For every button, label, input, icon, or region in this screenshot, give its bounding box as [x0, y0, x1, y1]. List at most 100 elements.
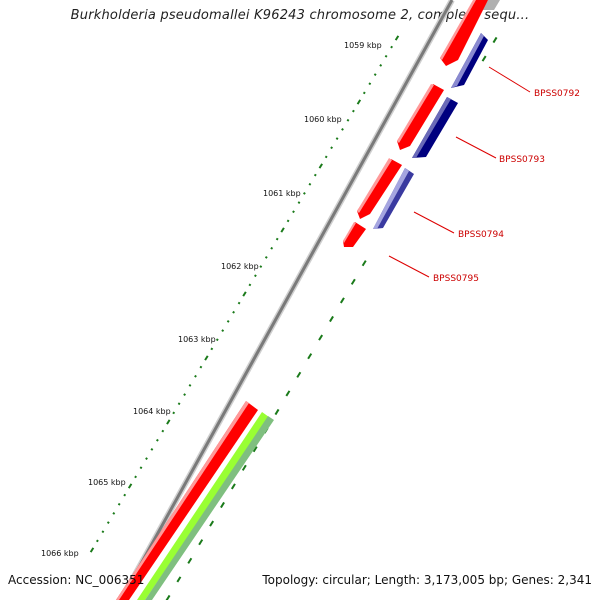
inner-tick	[492, 36, 498, 44]
backbone	[118, 0, 455, 600]
inner-tick	[318, 334, 324, 341]
minor-tick	[221, 329, 225, 332]
minor-tick	[210, 347, 214, 351]
minor-tick	[199, 365, 203, 369]
kbp-label-1062: 1062 kbp	[221, 262, 259, 271]
minor-tick	[368, 82, 372, 86]
minor-tick	[172, 411, 176, 415]
inner-tick	[329, 315, 334, 323]
gene-bpss0793-forward[interactable]	[397, 84, 444, 150]
inner-tick	[198, 539, 204, 546]
minor-tick	[117, 502, 121, 506]
inner-tick	[285, 390, 291, 397]
inner-tick	[165, 594, 171, 600]
gene-label-bpss0794[interactable]: BPSS0794	[458, 230, 504, 240]
scale-ticks	[89, 35, 498, 600]
minor-tick	[134, 475, 137, 479]
genome-summary-text: Topology: circular; Length: 3,173,005 bp…	[262, 573, 592, 587]
minor-tick	[96, 539, 99, 543]
minor-tick	[384, 54, 388, 58]
scale-labels: 1059 kbp 1060 kbp 1061 kbp 1062 kbp 1063…	[41, 41, 382, 558]
major-tick	[166, 419, 171, 425]
minor-tick	[156, 438, 159, 442]
inner-tick	[252, 446, 258, 453]
minor-tick	[324, 155, 328, 159]
kbp-label-1065: 1065 kbp	[88, 478, 126, 487]
gene-bpss0791-forward[interactable]	[440, 0, 488, 66]
major-tick	[356, 99, 362, 105]
minor-tick	[188, 384, 192, 387]
kbp-label-1061: 1061 kbp	[263, 189, 301, 198]
minor-tick	[123, 493, 127, 497]
minor-tick	[313, 173, 317, 177]
gene-bpss0795-forward[interactable]	[343, 222, 366, 247]
gene-cluster-bottom	[116, 401, 274, 600]
kbp-label-1059: 1059 kbp	[344, 41, 382, 50]
inner-tick	[187, 557, 193, 564]
minor-tick	[335, 137, 339, 140]
minor-tick	[237, 301, 241, 305]
major-tick	[242, 291, 247, 297]
minor-tick	[215, 338, 219, 342]
minor-tick	[177, 402, 181, 406]
inner-tick	[241, 464, 247, 471]
rna-lower[interactable]	[137, 412, 269, 600]
accession-text: Accession: NC_006351	[8, 573, 145, 587]
minor-tick	[259, 265, 263, 268]
gene-cluster-top: BPSS0792 BPSS0793 BPSS0794 BPSS0795	[343, 0, 580, 284]
minor-tick	[145, 457, 148, 460]
major-tick	[280, 227, 285, 233]
inner-tick	[274, 408, 280, 416]
kbp-label-1063: 1063 kbp	[178, 335, 216, 344]
rna-lower-shadow	[145, 416, 274, 600]
inner-tick	[296, 371, 302, 378]
minor-tick	[308, 182, 312, 186]
minor-tick	[330, 146, 333, 150]
inner-tick	[220, 501, 225, 509]
minor-tick	[101, 530, 105, 534]
inner-tick	[339, 297, 345, 304]
minor-tick	[297, 201, 301, 204]
minor-tick	[161, 429, 165, 433]
kbp-label-1066: 1066 kbp	[41, 549, 79, 558]
minor-tick	[106, 521, 110, 524]
minor-tick	[248, 283, 252, 287]
minor-tick	[232, 310, 235, 314]
major-tick	[89, 547, 95, 553]
minor-tick	[341, 128, 344, 131]
major-tick	[318, 163, 323, 169]
minor-tick	[139, 466, 143, 470]
minor-tick	[373, 73, 377, 76]
inner-tick	[481, 55, 487, 62]
major-tick	[204, 355, 209, 361]
minor-tick	[275, 237, 279, 241]
major-tick	[127, 483, 133, 489]
minor-tick	[303, 192, 306, 195]
gene-label-bpss0795[interactable]: BPSS0795	[433, 274, 479, 284]
minor-tick	[379, 64, 383, 67]
minor-tick	[270, 246, 274, 250]
minor-tick	[183, 393, 186, 396]
inner-tick	[361, 260, 367, 267]
gene-label-bpss0792[interactable]: BPSS0792	[534, 89, 580, 99]
map-title: Burkholderia pseudomallei K96243 chromos…	[70, 8, 530, 23]
inner-tick	[307, 353, 313, 360]
minor-tick	[292, 210, 295, 214]
inner-tick	[350, 278, 356, 285]
inner-tick	[176, 576, 182, 583]
minor-tick	[352, 109, 355, 113]
minor-tick	[226, 320, 230, 323]
gene-labels: BPSS0792 BPSS0793 BPSS0794 BPSS0795	[388, 66, 580, 284]
kbp-label-1064: 1064 kbp	[133, 407, 171, 416]
inner-tick	[230, 483, 236, 490]
minor-tick	[390, 45, 393, 49]
minor-tick	[150, 448, 154, 451]
minor-tick	[194, 374, 197, 378]
gene-bpss0794-forward[interactable]	[357, 159, 402, 219]
minor-tick	[254, 274, 257, 278]
gene-label-bpss0793[interactable]: BPSS0793	[499, 155, 545, 165]
major-tick	[394, 35, 400, 41]
kbp-label-1060: 1060 kbp	[304, 115, 342, 124]
minor-tick	[362, 91, 366, 95]
